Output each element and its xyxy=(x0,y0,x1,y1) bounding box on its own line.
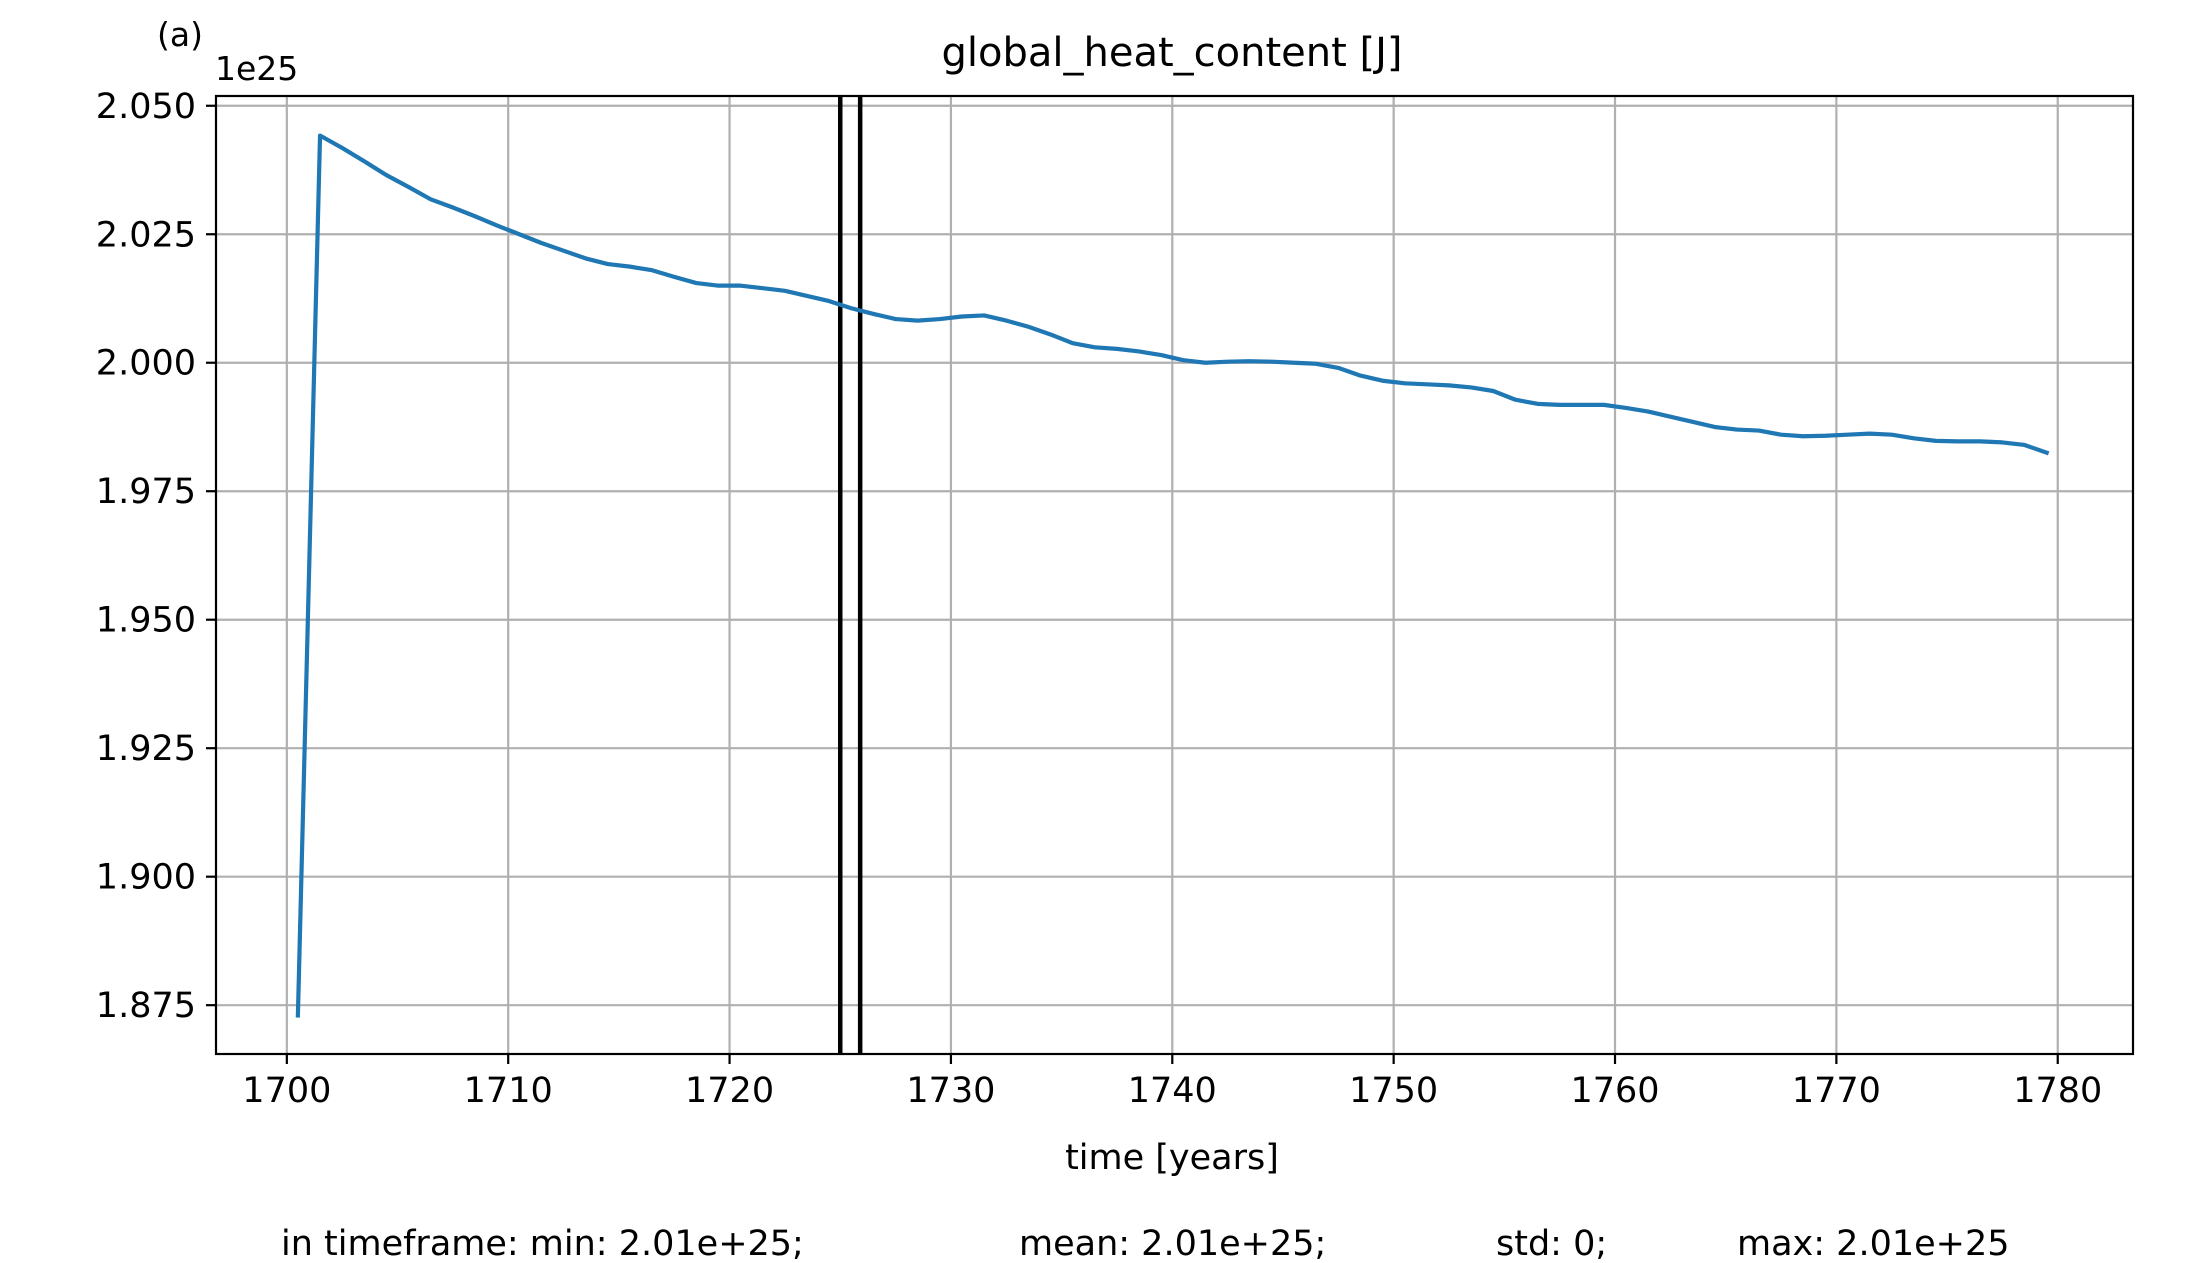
x-tick-label: 1720 xyxy=(685,1071,774,1111)
chart-title: global_heat_content [J] xyxy=(941,30,1402,76)
x-tick-label: 1750 xyxy=(1349,1071,1438,1111)
ticks-layer: 1700 1710 1720 1730 1740 1750 1760 1770 1780 1.87… xyxy=(96,87,2102,1111)
x-tick-label: 1740 xyxy=(1128,1071,1217,1111)
grid-layer xyxy=(216,96,2133,1054)
y-tick-label: 1.875 xyxy=(96,986,196,1026)
y-tick-label: 1.950 xyxy=(96,601,196,641)
y-tick-label: 1.925 xyxy=(96,729,196,769)
stats-std: std: 0; xyxy=(1496,1224,1607,1263)
series-layer xyxy=(295,133,2050,1018)
y-tick-label: 2.025 xyxy=(96,215,196,255)
y-tick-label: 1.975 xyxy=(96,472,196,512)
stats-mean: mean: 2.01e+25; xyxy=(1019,1224,1326,1263)
y-tick-label: 1.900 xyxy=(96,858,196,898)
x-tick-label: 1730 xyxy=(906,1071,995,1111)
stats-max: max: 2.01e+25 xyxy=(1737,1224,2010,1263)
x-tick-label: 1770 xyxy=(1792,1071,1881,1111)
series-line xyxy=(295,133,2050,1018)
x-tick-label: 1760 xyxy=(1570,1071,1659,1111)
vertical-markers xyxy=(837,96,863,1054)
x-axis-label: time [years] xyxy=(1065,1138,1279,1178)
x-tick-label: 1780 xyxy=(2013,1071,2102,1111)
plot-frame xyxy=(214,94,2135,1056)
y-tick-label: 2.050 xyxy=(96,87,196,127)
y-tick-label: 2.000 xyxy=(96,344,196,384)
plot-area xyxy=(295,96,2050,1054)
panel-label: (a) xyxy=(157,15,203,54)
x-tick-label: 1700 xyxy=(242,1071,331,1111)
y-offset-label: 1e25 xyxy=(215,49,298,88)
x-tick-label: 1710 xyxy=(464,1071,553,1111)
stats-min: in timeframe: min: 2.01e+25; xyxy=(281,1224,804,1263)
